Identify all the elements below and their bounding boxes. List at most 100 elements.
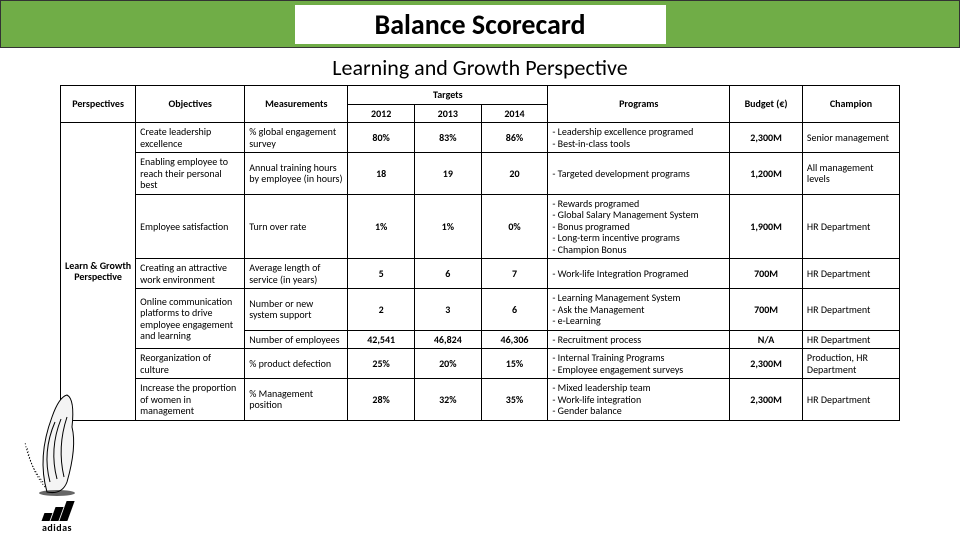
- target-cell: 20%: [414, 349, 481, 379]
- target-cell: 86%: [481, 123, 548, 153]
- scorecard-table: Perspectives Objectives Measurements Tar…: [60, 85, 900, 421]
- th-measurements: Measurements: [245, 86, 348, 123]
- target-cell: 46,306: [481, 330, 548, 349]
- programs-cell: Internal Training ProgramsEmployee engag…: [548, 349, 730, 379]
- champion-cell: HR Department: [802, 289, 899, 331]
- measurement-cell: Turn over rate: [245, 194, 348, 259]
- programs-cell: Recruitment process: [548, 330, 730, 349]
- adidas-wordmark: adidas: [42, 521, 72, 534]
- target-cell: 6: [414, 259, 481, 289]
- target-cell: 83%: [414, 123, 481, 153]
- brand-logo-area: adidas: [12, 374, 102, 534]
- target-cell: 7: [481, 259, 548, 289]
- shoe-illustration: [17, 387, 97, 497]
- program-item: Learning Management System: [552, 292, 725, 304]
- target-cell: 25%: [348, 349, 415, 379]
- program-item: Recruitment process: [552, 334, 725, 346]
- table-row: Employee satisfactionTurn over rate1%1%0…: [61, 194, 900, 259]
- target-cell: 42,541: [348, 330, 415, 349]
- program-item: Targeted development programs: [552, 168, 725, 180]
- champion-cell: Senior management: [802, 123, 899, 153]
- program-item: Mixed leadership team: [552, 382, 725, 394]
- champion-cell: HR Department: [802, 259, 899, 289]
- champion-cell: All management levels: [802, 153, 899, 195]
- program-item: Gender balance: [552, 405, 725, 417]
- programs-cell: Targeted development programs: [548, 153, 730, 195]
- table-body: Learn & Growth PerspectiveCreate leaders…: [61, 123, 900, 421]
- header-row-1: Perspectives Objectives Measurements Tar…: [61, 86, 900, 105]
- table-row: Reorganization of culture% product defec…: [61, 349, 900, 379]
- target-cell: 28%: [348, 379, 415, 421]
- program-item: Leadership excellence programed: [552, 126, 725, 138]
- objective-cell: Create leadership excellence: [136, 123, 245, 153]
- title-inner: Balance Scorecard: [295, 5, 666, 44]
- measurement-cell: Average length of service (in years): [245, 259, 348, 289]
- target-cell: 5: [348, 259, 415, 289]
- programs-cell: Learning Management SystemAsk the Manage…: [548, 289, 730, 331]
- target-cell: 2: [348, 289, 415, 331]
- budget-cell: 1,900M: [730, 194, 803, 259]
- budget-cell: 2,300M: [730, 123, 803, 153]
- target-cell: 15%: [481, 349, 548, 379]
- program-item: Employee engagement surveys: [552, 364, 725, 376]
- programs-cell: Mixed leadership teamWork-life integrati…: [548, 379, 730, 421]
- scorecard-table-wrap: Perspectives Objectives Measurements Tar…: [0, 85, 960, 421]
- budget-cell: 2,300M: [730, 379, 803, 421]
- objective-cell: Enabling employee to reach their persona…: [136, 153, 245, 195]
- title-bar: Balance Scorecard: [0, 0, 960, 48]
- objective-cell: Online communication platforms to drive …: [136, 289, 245, 349]
- target-cell: 80%: [348, 123, 415, 153]
- programs-cell: Rewards programedGlobal Salary Managemen…: [548, 194, 730, 259]
- target-cell: 19: [414, 153, 481, 195]
- measurement-cell: % global engagement survey: [245, 123, 348, 153]
- programs-cell: Work-life Integration Programed: [548, 259, 730, 289]
- target-cell: 35%: [481, 379, 548, 421]
- target-cell: 20: [481, 153, 548, 195]
- program-item: Champion Bonus: [552, 244, 725, 256]
- objective-cell: Employee satisfaction: [136, 194, 245, 259]
- program-item: e-Learning: [552, 315, 725, 327]
- table-row: Learn & Growth PerspectiveCreate leaders…: [61, 123, 900, 153]
- th-champion: Champion: [802, 86, 899, 123]
- objective-cell: Creating an attractive work environment: [136, 259, 245, 289]
- table-row: Enabling employee to reach their persona…: [61, 153, 900, 195]
- table-row: Online communication platforms to drive …: [61, 289, 900, 331]
- budget-cell: 2,300M: [730, 349, 803, 379]
- program-item: Long-term incentive programs: [552, 232, 725, 244]
- target-cell: 1%: [414, 194, 481, 259]
- th-objectives: Objectives: [136, 86, 245, 123]
- th-2012: 2012: [348, 104, 415, 123]
- target-cell: 6: [481, 289, 548, 331]
- target-cell: 18: [348, 153, 415, 195]
- program-item: Work-life Integration Programed: [552, 268, 725, 280]
- adidas-logo: adidas: [42, 501, 72, 534]
- adidas-stripes-icon: [43, 501, 71, 521]
- budget-cell: 1,200M: [730, 153, 803, 195]
- objective-cell: Increase the proportion of women in mana…: [136, 379, 245, 421]
- program-item: Internal Training Programs: [552, 352, 725, 364]
- budget-cell: N/A: [730, 330, 803, 349]
- measurement-cell: Number or new system support: [245, 289, 348, 331]
- table-row: Increase the proportion of women in mana…: [61, 379, 900, 421]
- champion-cell: HR Department: [802, 194, 899, 259]
- objective-cell: Reorganization of culture: [136, 349, 245, 379]
- target-cell: 0%: [481, 194, 548, 259]
- target-cell: 32%: [414, 379, 481, 421]
- program-item: Global Salary Management System: [552, 209, 725, 221]
- measurement-cell: % product defection: [245, 349, 348, 379]
- th-programs: Programs: [548, 86, 730, 123]
- measurement-cell: Number of employees: [245, 330, 348, 349]
- th-2013: 2013: [414, 104, 481, 123]
- th-budget: Budget (€): [730, 86, 803, 123]
- page-title: Balance Scorecard: [375, 7, 586, 42]
- programs-cell: Leadership excellence programedBest-in-c…: [548, 123, 730, 153]
- budget-cell: 700M: [730, 289, 803, 331]
- measurement-cell: Annual training hours by employee (in ho…: [245, 153, 348, 195]
- target-cell: 1%: [348, 194, 415, 259]
- champion-cell: HR Department: [802, 330, 899, 349]
- program-item: Best-in-class tools: [552, 138, 725, 150]
- measurement-cell: % Management position: [245, 379, 348, 421]
- target-cell: 3: [414, 289, 481, 331]
- target-cell: 46,824: [414, 330, 481, 349]
- table-row: Creating an attractive work environmentA…: [61, 259, 900, 289]
